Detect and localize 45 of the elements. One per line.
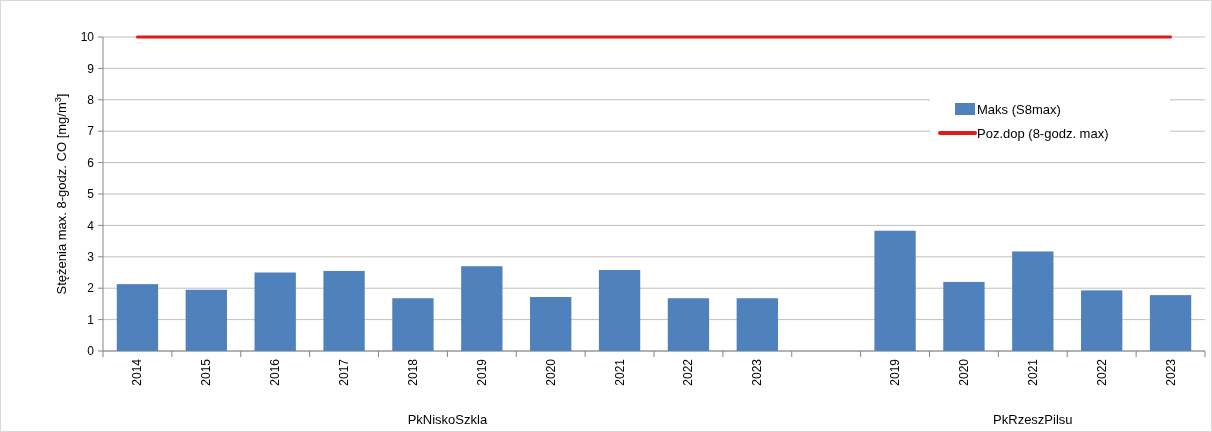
bar: [667, 298, 710, 351]
bar: [530, 296, 572, 351]
x-tick-label: 2023: [1163, 358, 1178, 386]
x-tick-label: 2021: [612, 358, 627, 386]
bar: [1149, 295, 1192, 351]
y-tick-label: 7: [87, 124, 95, 139]
y-tick-label: 8: [87, 93, 95, 107]
y-tick-label: 10: [80, 30, 95, 45]
x-tick-label: 2014: [130, 358, 145, 386]
bar: [1012, 251, 1054, 351]
x-tick-label: 2016: [268, 358, 283, 386]
y-tick-label: 0: [87, 344, 95, 359]
y-tick-label: 2: [87, 281, 95, 296]
y-tick-label: 5: [87, 187, 95, 202]
x-tick-label: 2021: [1025, 358, 1040, 386]
bar: [254, 272, 296, 351]
bar: [736, 298, 778, 351]
x-tick-label: 2019: [888, 358, 903, 386]
bar: [461, 266, 503, 351]
bar: [1081, 290, 1123, 351]
legend-label: Poz.dop (8-godz. max): [977, 125, 1109, 141]
bar: [874, 230, 916, 351]
text: PkRzeszPilsu: [993, 412, 1073, 427]
x-tick-label: 2018: [405, 358, 420, 386]
text: PkNiskoSzkla: [407, 412, 488, 427]
x-tick-label: 2020: [543, 358, 558, 386]
x-tick-label: 2015: [199, 358, 214, 386]
bar: [116, 284, 159, 351]
bar: [185, 289, 227, 351]
bar: [943, 281, 985, 351]
y-tick-label: 4: [87, 218, 95, 233]
bar: [392, 298, 434, 351]
x-tick-label: 2017: [337, 358, 352, 386]
bar: [598, 269, 641, 351]
x-tick-label: 2022: [1094, 358, 1109, 386]
x-tick-label: 2019: [474, 358, 489, 386]
bar: [323, 270, 365, 351]
x-tick-label: 2022: [681, 358, 696, 386]
y-tick-label: 3: [87, 250, 95, 264]
x-tick-label: 2020: [956, 358, 971, 386]
y-tick-label: 9: [87, 61, 95, 76]
legend-label: Maks (S8max): [977, 101, 1061, 117]
x-tick-label: 2023: [750, 358, 765, 386]
y-tick-label: 6: [87, 155, 95, 170]
y-tick-label: 1: [87, 312, 95, 327]
